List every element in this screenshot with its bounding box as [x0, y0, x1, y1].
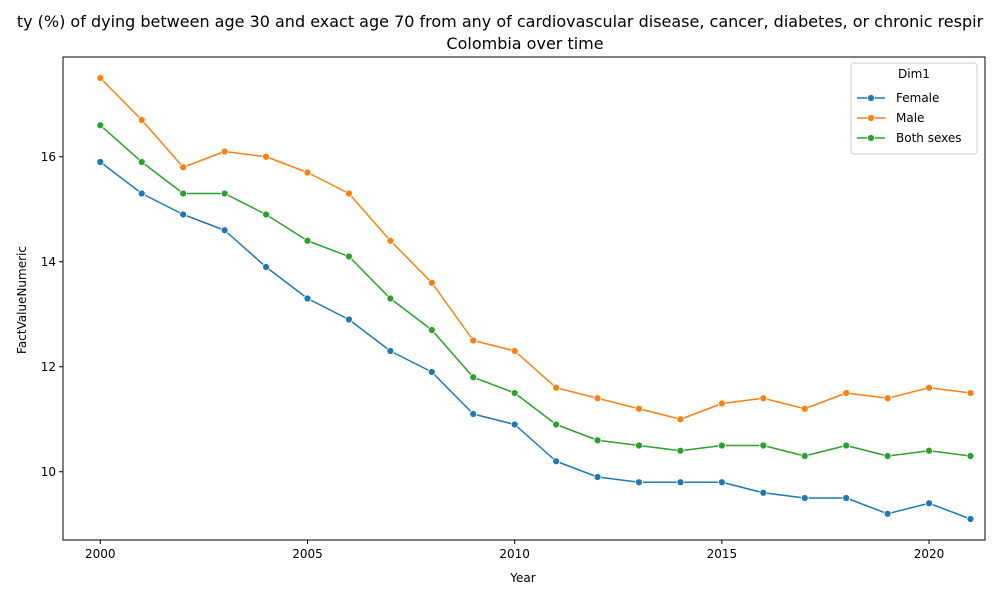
data-point-male — [137, 116, 146, 124]
data-point-both-sexes — [552, 420, 561, 429]
data-point-male — [220, 147, 229, 156]
data-point-both-sexes — [345, 252, 353, 261]
data-point-female — [552, 457, 561, 466]
series-both-sexes — [96, 121, 975, 460]
data-point-female — [510, 420, 519, 429]
series-line-female — [99, 161, 971, 520]
data-point-female — [345, 315, 353, 324]
data-point-male — [883, 394, 892, 403]
chart-title-line2: Colombia over time — [446, 34, 603, 53]
data-point-female — [717, 478, 726, 487]
data-point-male — [469, 336, 478, 345]
data-point-male — [925, 383, 933, 392]
y-tick-label: 16 — [41, 150, 56, 164]
data-point-male — [759, 394, 768, 403]
data-point-both-sexes — [759, 441, 768, 450]
data-point-male — [717, 399, 726, 408]
y-tick-label: 12 — [41, 360, 56, 374]
chart-title-line1: ty (%) of dying between age 30 and exact… — [17, 12, 984, 31]
series-line-both-sexes — [99, 124, 971, 457]
data-point-female — [386, 347, 395, 355]
data-point-both-sexes — [635, 441, 643, 450]
series-female — [96, 158, 975, 523]
data-point-female — [925, 499, 933, 508]
data-point-male — [593, 394, 602, 403]
series-male — [96, 74, 975, 424]
data-point-male — [303, 168, 312, 177]
data-point-both-sexes — [427, 326, 436, 334]
data-point-male — [96, 74, 105, 82]
data-point-female — [303, 294, 312, 303]
legend-label-female: Female — [896, 91, 939, 105]
data-point-female — [800, 494, 809, 502]
data-point-both-sexes — [386, 294, 395, 303]
data-point-female — [759, 488, 768, 497]
data-point-female — [966, 515, 975, 523]
data-point-both-sexes — [303, 236, 312, 245]
legend-marker-both-sexes — [867, 134, 875, 142]
y-tick-label: 14 — [41, 255, 56, 269]
data-point-female — [220, 226, 229, 235]
data-point-female — [262, 263, 270, 271]
data-point-both-sexes — [717, 441, 726, 450]
legend: Dim1 Female Male Both sexes — [850, 62, 978, 155]
data-point-female — [842, 494, 851, 502]
data-point-male — [262, 152, 270, 161]
data-point-male — [800, 404, 809, 413]
data-point-both-sexes — [220, 189, 229, 198]
legend-marker-male — [867, 114, 875, 122]
data-point-male — [510, 347, 519, 355]
data-point-both-sexes — [883, 452, 892, 460]
x-axis-label: Year — [509, 571, 535, 585]
data-point-both-sexes — [842, 441, 851, 450]
data-point-both-sexes — [676, 446, 685, 455]
x-tick-label: 2015 — [707, 547, 738, 561]
data-point-male — [635, 404, 643, 413]
x-tick-label: 2005 — [292, 547, 323, 561]
data-point-both-sexes — [800, 452, 809, 460]
legend-label-male: Male — [896, 111, 924, 125]
data-point-female — [883, 509, 892, 518]
legend-marker-female — [867, 94, 875, 102]
y-axis-label: FactValueNumeric — [15, 246, 29, 354]
legend-frame — [850, 62, 978, 155]
data-point-male — [842, 389, 851, 397]
data-point-female — [179, 210, 188, 219]
data-point-both-sexes — [262, 210, 270, 219]
data-point-both-sexes — [179, 189, 188, 198]
data-point-male — [345, 189, 353, 198]
data-point-female — [593, 473, 602, 481]
x-tick-label: 2010 — [499, 547, 530, 561]
data-point-female — [96, 158, 105, 166]
data-point-both-sexes — [966, 452, 975, 460]
legend-title: Dim1 — [898, 67, 930, 81]
y-tick-label: 10 — [41, 465, 56, 479]
data-point-male — [427, 278, 436, 287]
data-point-male — [676, 415, 685, 424]
x-tick-label: 2020 — [914, 547, 945, 561]
data-point-female — [676, 478, 685, 487]
data-point-male — [386, 236, 395, 245]
data-point-both-sexes — [593, 436, 602, 445]
data-point-female — [635, 478, 643, 487]
data-point-male — [966, 389, 975, 397]
data-point-both-sexes — [137, 158, 146, 166]
data-point-both-sexes — [96, 121, 105, 130]
data-point-both-sexes — [925, 446, 933, 455]
data-point-male — [179, 163, 188, 172]
series-line-male — [99, 77, 971, 420]
data-point-female — [469, 410, 478, 418]
x-tick-label: 2000 — [85, 547, 116, 561]
plot-area: 2000 2005 2010 2015 2020 10 12 14 16 — [41, 56, 986, 561]
data-point-female — [427, 368, 436, 376]
data-point-both-sexes — [469, 373, 478, 382]
data-point-male — [552, 383, 561, 392]
legend-label-both-sexes: Both sexes — [896, 131, 962, 145]
data-point-female — [137, 189, 146, 198]
data-point-both-sexes — [510, 389, 519, 397]
axes-frame — [62, 56, 986, 541]
